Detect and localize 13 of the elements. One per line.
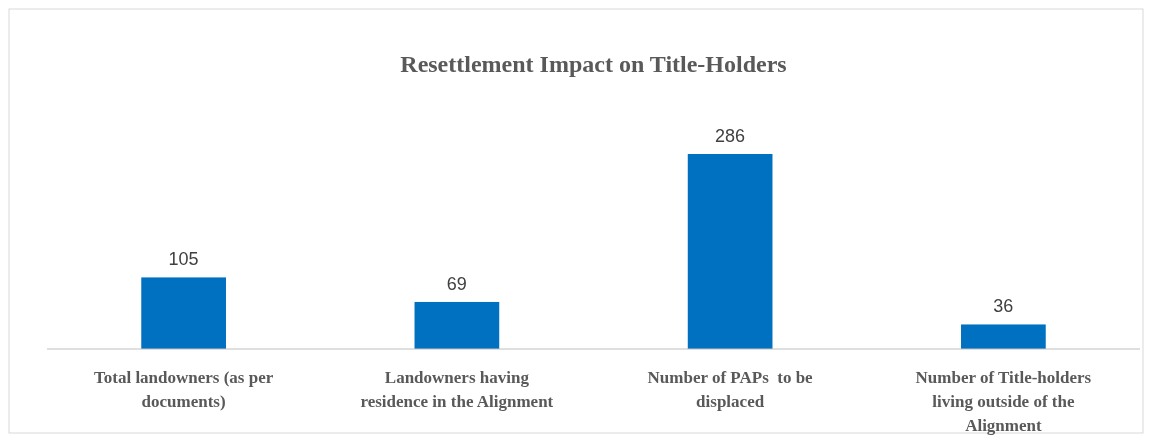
bar bbox=[414, 301, 500, 349]
x-tick-label: Number of PAPs to be displaced bbox=[647, 368, 814, 411]
chart-title: Resettlement Impact on Title-Holders bbox=[400, 51, 787, 77]
x-tick-label: Landowners having residence in the Alignment bbox=[360, 368, 554, 411]
x-tick-label: Number of Title-holders living outside of the Alignment bbox=[915, 368, 1092, 435]
x-tick-label: Total landowners (as per documents) bbox=[93, 368, 274, 411]
bar bbox=[687, 154, 773, 349]
data-label: 69 bbox=[446, 273, 467, 294]
data-label: 105 bbox=[168, 249, 199, 270]
bar bbox=[961, 324, 1046, 349]
bar bbox=[141, 277, 226, 349]
data-label: 286 bbox=[715, 126, 746, 146]
data-label: 36 bbox=[993, 296, 1014, 317]
